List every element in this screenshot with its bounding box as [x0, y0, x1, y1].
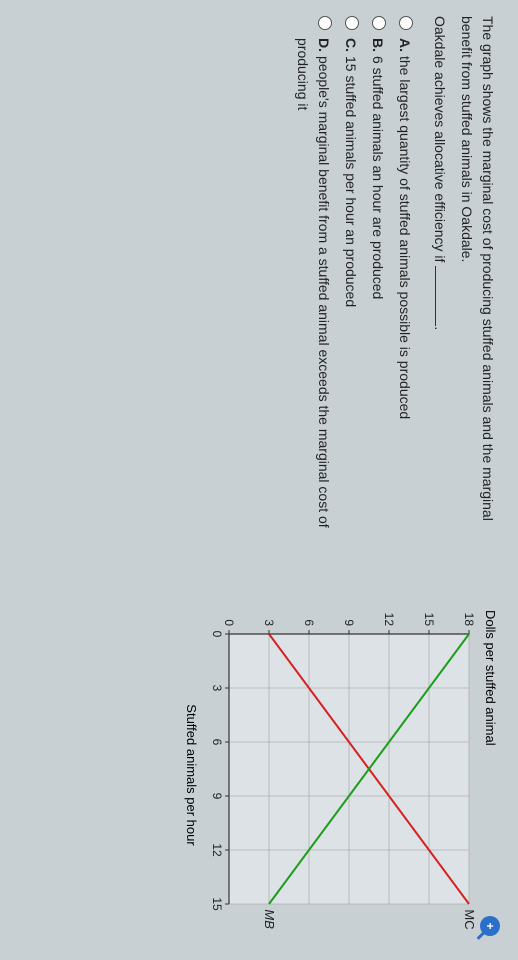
svg-text:0: 0	[222, 619, 236, 626]
svg-text:12: 12	[382, 613, 396, 627]
question-panel: The graph shows the marginal cost of pro…	[0, 0, 518, 560]
chart-panel: + Dolls per stuffed animal 0 3 6 9 12 15 0 3 6 9 1…	[0, 560, 518, 960]
svg-text:3: 3	[210, 685, 224, 692]
svg-text:MC: MC	[462, 909, 475, 929]
svg-text:MB: MB	[262, 909, 277, 929]
zoom-icon[interactable]: +	[480, 916, 500, 936]
svg-text:6: 6	[302, 619, 316, 626]
svg-text:15: 15	[422, 613, 436, 627]
radio-icon[interactable]	[318, 16, 332, 30]
svg-text:9: 9	[210, 793, 224, 800]
svg-text:18: 18	[462, 613, 475, 627]
radio-icon[interactable]	[345, 16, 359, 30]
y-axis-title: Dolls per stuffed animal	[483, 610, 498, 950]
option-c[interactable]: C.15 stuffed animals per hour an produce…	[340, 16, 361, 544]
chart-svg: 0 3 6 9 12 15 0 3 6 9 12 15 18 MC MB	[205, 600, 475, 940]
svg-text:0: 0	[210, 631, 224, 638]
options-list: A.the largest quantity of stuffed animal…	[292, 16, 415, 544]
svg-text:6: 6	[210, 739, 224, 746]
question-line-2: Oakdale achieves allocative efficiency i…	[429, 16, 450, 544]
option-d[interactable]: D.people's marginal benefit from a stuff…	[292, 16, 334, 544]
option-b[interactable]: B.6 stuffed animals an hour are produced	[367, 16, 388, 544]
answer-blank	[435, 266, 436, 326]
svg-text:15: 15	[210, 897, 224, 911]
option-a[interactable]: A.the largest quantity of stuffed animal…	[394, 16, 415, 544]
svg-text:3: 3	[262, 619, 276, 626]
radio-icon[interactable]	[372, 16, 386, 30]
svg-text:12: 12	[210, 843, 224, 857]
chart-container: 0 3 6 9 12 15 0 3 6 9 12 15 18 MC MB	[205, 600, 475, 940]
radio-icon[interactable]	[399, 16, 413, 30]
svg-text:9: 9	[342, 619, 356, 626]
question-line-1: The graph shows the marginal cost of pro…	[456, 16, 498, 544]
x-axis-title: Stuffed animals per hour	[184, 600, 199, 950]
